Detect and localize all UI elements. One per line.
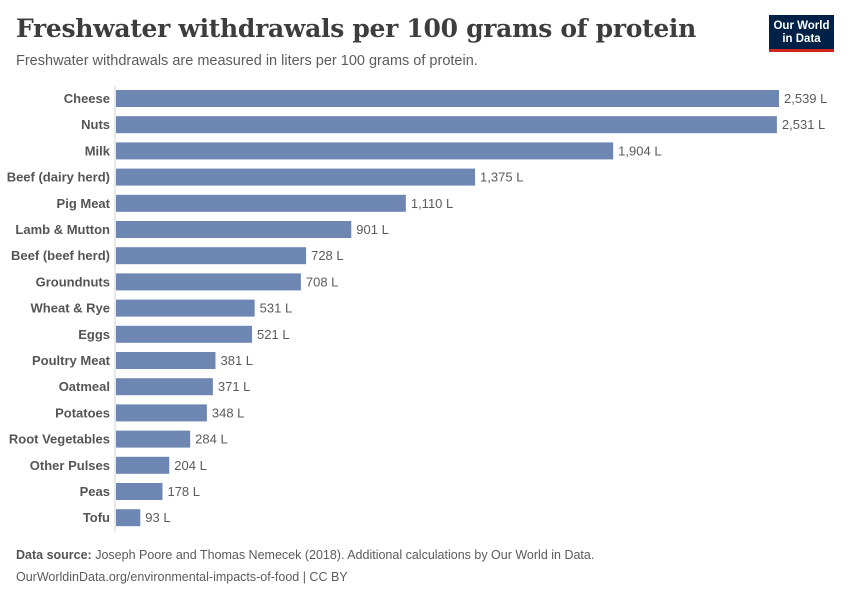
value-label: 178 L: [167, 484, 200, 499]
category-label: Beef (beef herd): [11, 248, 110, 263]
bar[interactable]: [116, 194, 406, 212]
bar[interactable]: [116, 90, 779, 107]
category-label: Peas: [80, 484, 110, 499]
value-label: 371 L: [218, 379, 251, 394]
value-label: 93 L: [145, 510, 170, 525]
value-label: 2,539 L: [784, 91, 827, 106]
value-label: 728 L: [311, 248, 344, 263]
value-label: 381 L: [220, 353, 253, 368]
category-label: Tofu: [83, 510, 110, 525]
bar[interactable]: [116, 247, 307, 265]
bar[interactable]: [116, 273, 301, 291]
bar[interactable]: [116, 142, 614, 160]
bars-layer: Cheese 2,539 L Nuts 2,531 L Milk 1,904 L Beef …: [7, 90, 827, 527]
category-label: Eggs: [78, 327, 110, 342]
logo-line-1: Our World: [773, 20, 830, 32]
chart-title: Freshwater withdrawals per 100 grams of …: [16, 14, 696, 43]
category-label: Beef (dairy herd): [7, 170, 110, 185]
category-label: Pig Meat: [57, 196, 111, 211]
value-label: 521 L: [257, 327, 290, 342]
value-label: 1,904 L: [618, 143, 661, 158]
category-label: Groundnuts: [36, 274, 110, 289]
value-label: 531 L: [260, 301, 293, 316]
value-label: 1,375 L: [480, 170, 523, 185]
chart-subtitle: Freshwater withdrawals are measured in l…: [16, 53, 478, 69]
bar[interactable]: [116, 483, 163, 500]
category-label: Root Vegetables: [9, 432, 110, 447]
bar[interactable]: [116, 404, 207, 422]
owid-logo[interactable]: Our World in Data: [769, 15, 834, 52]
bar[interactable]: [116, 116, 777, 134]
footer-source: Data source: Joseph Poore and Thomas Nem…: [16, 548, 594, 562]
value-label: 901 L: [356, 222, 389, 237]
value-label: 348 L: [212, 405, 245, 420]
bar[interactable]: [116, 168, 476, 186]
category-label: Milk: [85, 143, 111, 158]
logo-line-2: in Data: [782, 33, 821, 45]
footer-url[interactable]: OurWorldinData.org/environmental-impacts…: [16, 570, 348, 584]
value-label: 284 L: [195, 432, 228, 447]
category-label: Cheese: [64, 91, 110, 106]
bar[interactable]: [116, 325, 253, 343]
value-label: 2,531 L: [782, 117, 825, 132]
bar[interactable]: [116, 352, 216, 369]
category-label: Wheat & Rye: [31, 301, 110, 316]
value-label: 708 L: [306, 274, 339, 289]
bar[interactable]: [116, 456, 170, 474]
category-label: Poultry Meat: [32, 353, 111, 368]
category-label: Other Pulses: [30, 458, 110, 473]
category-label: Oatmeal: [59, 379, 110, 394]
bar[interactable]: [116, 299, 255, 317]
bar[interactable]: [116, 378, 213, 396]
value-label: 204 L: [174, 458, 207, 473]
source-label: Data source:: [16, 548, 92, 562]
category-label: Nuts: [81, 117, 110, 132]
category-label: Potatoes: [55, 405, 110, 420]
category-label: Lamb & Mutton: [15, 222, 110, 237]
bar[interactable]: [116, 509, 141, 527]
source-text: Joseph Poore and Thomas Nemecek (2018). …: [95, 548, 595, 562]
bar[interactable]: [116, 430, 191, 448]
value-label: 1,110 L: [411, 196, 453, 211]
bar[interactable]: [116, 221, 352, 238]
